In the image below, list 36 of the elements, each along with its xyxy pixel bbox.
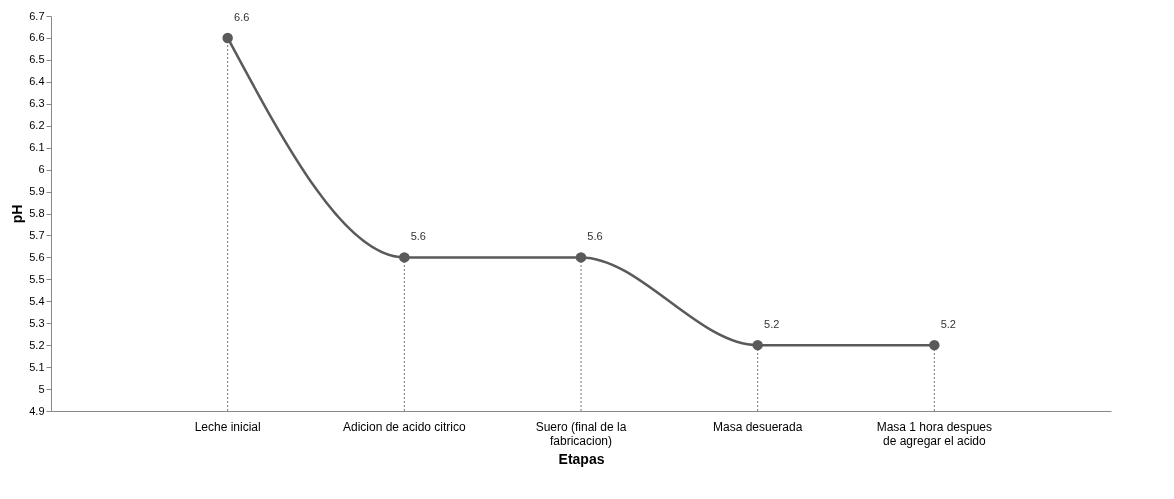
y-tick-label: 5: [38, 382, 45, 395]
y-tick-label: 6.5: [29, 53, 45, 66]
y-tick-label: 6.6: [29, 31, 45, 44]
point: [399, 252, 410, 263]
y-tick-label: 6.7: [29, 9, 45, 22]
y-tick-label: 6.1: [29, 141, 45, 154]
x-tick-label: Adicion de acido citrico: [342, 419, 467, 434]
y-tick-label: 5.8: [29, 207, 45, 219]
y-axis-title: pH: [9, 204, 26, 224]
point: [222, 32, 233, 44]
x-tick-label: Leche inicial: [194, 419, 261, 434]
y-tick-label: 5.5: [29, 272, 45, 285]
point: [575, 252, 587, 263]
data-label: 5.6: [410, 230, 426, 243]
y-tick-label: 5.6: [29, 250, 45, 263]
x-tick-label: Masa 1 hora despues de agregar el acido: [876, 419, 993, 448]
y-tick-label: 6.3: [29, 97, 45, 110]
x-tick-label: Masa desuerada: [712, 419, 803, 434]
y-tick-label: 5.4: [29, 294, 45, 307]
y-tick-label: 5.1: [29, 360, 45, 373]
data-label: 5.2: [940, 318, 956, 331]
x-axis-title: Etapas: [558, 450, 605, 467]
x-tick-label: Suero (final de la fabricacion): [535, 419, 627, 448]
data-label: 6.6: [234, 10, 250, 23]
y-tick-label: 4.9: [29, 404, 45, 417]
y-tick-label: 6: [38, 163, 45, 176]
y-tick-label: 5.9: [29, 185, 45, 198]
y-tick-label: 6.4: [29, 75, 45, 88]
data-label: 5.2: [764, 318, 780, 331]
y-tick-label: 5.2: [29, 338, 45, 351]
y-tick-label: 6.2: [29, 119, 45, 132]
y-tick-label: 5.7: [29, 228, 45, 241]
point: [929, 339, 940, 351]
point: [752, 339, 763, 351]
y-tick-label: 5.3: [29, 316, 45, 329]
data-label: 5.6: [587, 230, 603, 243]
